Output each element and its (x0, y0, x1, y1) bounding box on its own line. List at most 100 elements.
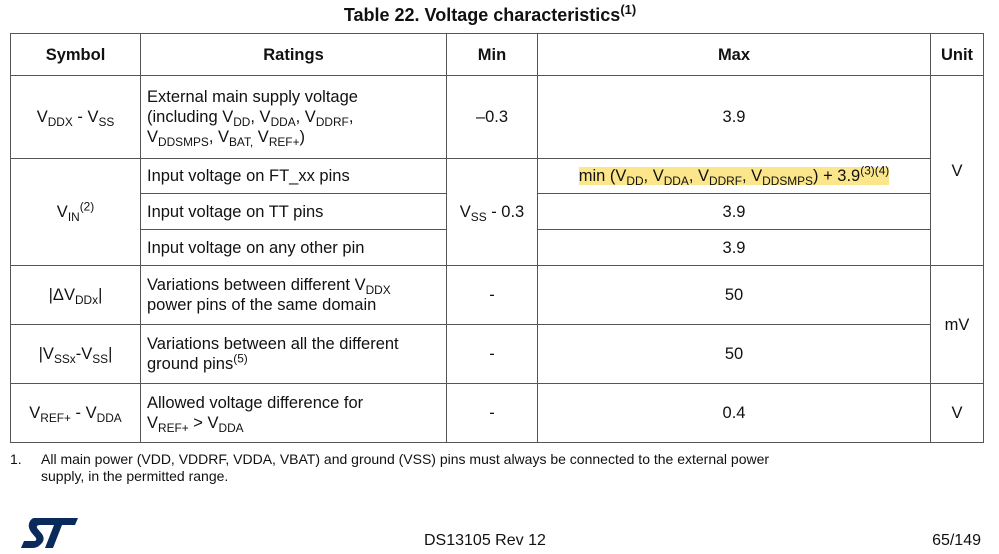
symbol: |ΔVDDx| (10, 265, 141, 325)
text-run: All main power (VDD, VDDRF, VDDA, VBAT) … (41, 451, 770, 467)
st-logo (21, 518, 78, 548)
subscript: DDRF (709, 174, 742, 189)
subscript: DDx (74, 293, 99, 308)
subscript: DDA (270, 115, 296, 130)
text-run: | (98, 286, 103, 304)
logo-shape (21, 518, 78, 548)
text-run: V (147, 128, 159, 146)
max-cell: min (VDD, VDDA, VDDRF, VDDSMPS) + 3.9(3)… (537, 158, 931, 194)
text-run: V (36, 108, 48, 126)
row: |ΔVDDx| Variations between different VDD… (10, 265, 984, 384)
subscript: DDSMPS (762, 174, 813, 189)
text-line: supply, in the permitted range. (41, 468, 769, 485)
rating: Allowed voltage difference for VREF+ > VD… (140, 383, 447, 443)
header-cell: Unit (930, 33, 984, 76)
row: |VSSx-VSS| Variations between all the di… (10, 324, 984, 384)
text-run: ) (299, 128, 306, 146)
text-run: , V (643, 167, 664, 185)
symbol: VIN(2) (10, 158, 141, 266)
text-run: Variations between different V (147, 276, 366, 294)
max: min (VDD, VDDA, VDDRF, VDDSMPS) + 3.9(3)… (578, 165, 890, 189)
page-number: 65/149 (932, 532, 981, 549)
text-run: , V (688, 167, 709, 185)
text-run: - V (70, 404, 97, 422)
header-cell: Ratings (140, 33, 447, 76)
superscript: (1) (620, 1, 637, 17)
subscript: SS (98, 115, 115, 130)
superscript: (2) (79, 199, 95, 214)
subscript: DDRF (315, 115, 349, 130)
text-run: |ΔV (48, 286, 75, 304)
table-title: Table 22. Voltage characteristics(1) (0, 1, 980, 26)
min: - (446, 265, 538, 325)
header-cell: Symbol (10, 33, 141, 76)
rating: Variations between all the different grou… (140, 324, 447, 384)
unit: mV (930, 265, 984, 384)
symbol: |VSSx-VSS| (10, 324, 141, 384)
text-line: Allowed voltage difference for (147, 393, 440, 413)
max: 0.4 (537, 383, 931, 443)
text-line: Variations between different VDDX (147, 275, 440, 298)
header-cell: Max (537, 33, 931, 76)
text-run: , V (250, 108, 271, 126)
text-run: supply, in the permitted range. (41, 468, 229, 484)
text-run: |V (38, 345, 54, 363)
min: - (446, 383, 538, 443)
subscript: SSx (53, 352, 76, 367)
text-run: Table 22. Voltage characteristics (343, 5, 621, 25)
rating: Variations between different VDDX power p… (140, 265, 447, 325)
rating: Input voltage on TT pins (140, 193, 447, 230)
subscript: DD (626, 174, 644, 189)
max: 3.9 (537, 193, 931, 230)
text-run: -V (75, 345, 93, 363)
min: –0.3 (446, 75, 538, 159)
text-line: All main power (VDD, VDDRF, VDDA, VBAT) … (41, 451, 769, 468)
text-run: , V (295, 108, 316, 126)
header-cell: Min (446, 33, 538, 76)
max: 50 (537, 324, 931, 384)
text-run: V (56, 203, 68, 221)
text-run: V (253, 128, 269, 146)
text-run: ) + 3.9 (812, 167, 861, 185)
rating: External main supply voltage (including V… (140, 75, 447, 159)
text-line: VDDSMPS, VBAT, VREF+) (147, 127, 440, 150)
text-line: Variations between all the different (147, 334, 440, 354)
text-run: V (459, 203, 471, 221)
rating: Input voltage on FT_xx pins (140, 158, 447, 194)
doc-id: DS13105 Rev 12 (424, 532, 546, 549)
max: 50 (537, 265, 931, 325)
unit: V (930, 75, 984, 266)
subscript: DDX (47, 115, 73, 130)
footnote-text: All main power (VDD, VDDRF, VDDA, VBAT) … (41, 451, 769, 485)
row: VREF+ - VDDA Allowed voltage difference … (10, 383, 984, 443)
text-run: min (V (578, 167, 627, 185)
text-run: V (147, 414, 159, 432)
subscript: REF+ (40, 411, 71, 426)
subscript: IN (67, 210, 80, 225)
superscript: (5) (233, 351, 248, 366)
text-run: Variations between all the different (147, 335, 399, 353)
text-run: (including V (147, 108, 234, 126)
text-line: VREF+ > VDDA (147, 413, 440, 436)
min: - (446, 324, 538, 384)
subscript: DDX (365, 283, 391, 298)
subscript: SS (470, 210, 487, 225)
subscript: DD (233, 115, 251, 130)
subscript: REF+ (158, 421, 189, 436)
subscript: DDA (663, 174, 689, 189)
text-run: , V (741, 167, 763, 185)
row: VIN(2) Input voltage on FT_xx pins VSS -… (10, 158, 984, 266)
subscript: DDA (218, 421, 244, 436)
footnote-number: 1. (10, 451, 22, 467)
text-run: | (108, 345, 113, 363)
subscript: DDSMPS (158, 135, 209, 150)
unit: V (930, 383, 984, 443)
text-run: power pins of the same domain (147, 296, 377, 314)
text-line: ground pins(5) (147, 351, 440, 374)
voltage-table: Symbol Ratings Min Max Unit VDDX - VSS E… (10, 33, 984, 443)
subscript: BAT, (229, 135, 254, 150)
rating: Input voltage on any other pin (140, 229, 447, 266)
text-line: power pins of the same domain (147, 295, 440, 315)
text-line: External main supply voltage (147, 87, 440, 107)
